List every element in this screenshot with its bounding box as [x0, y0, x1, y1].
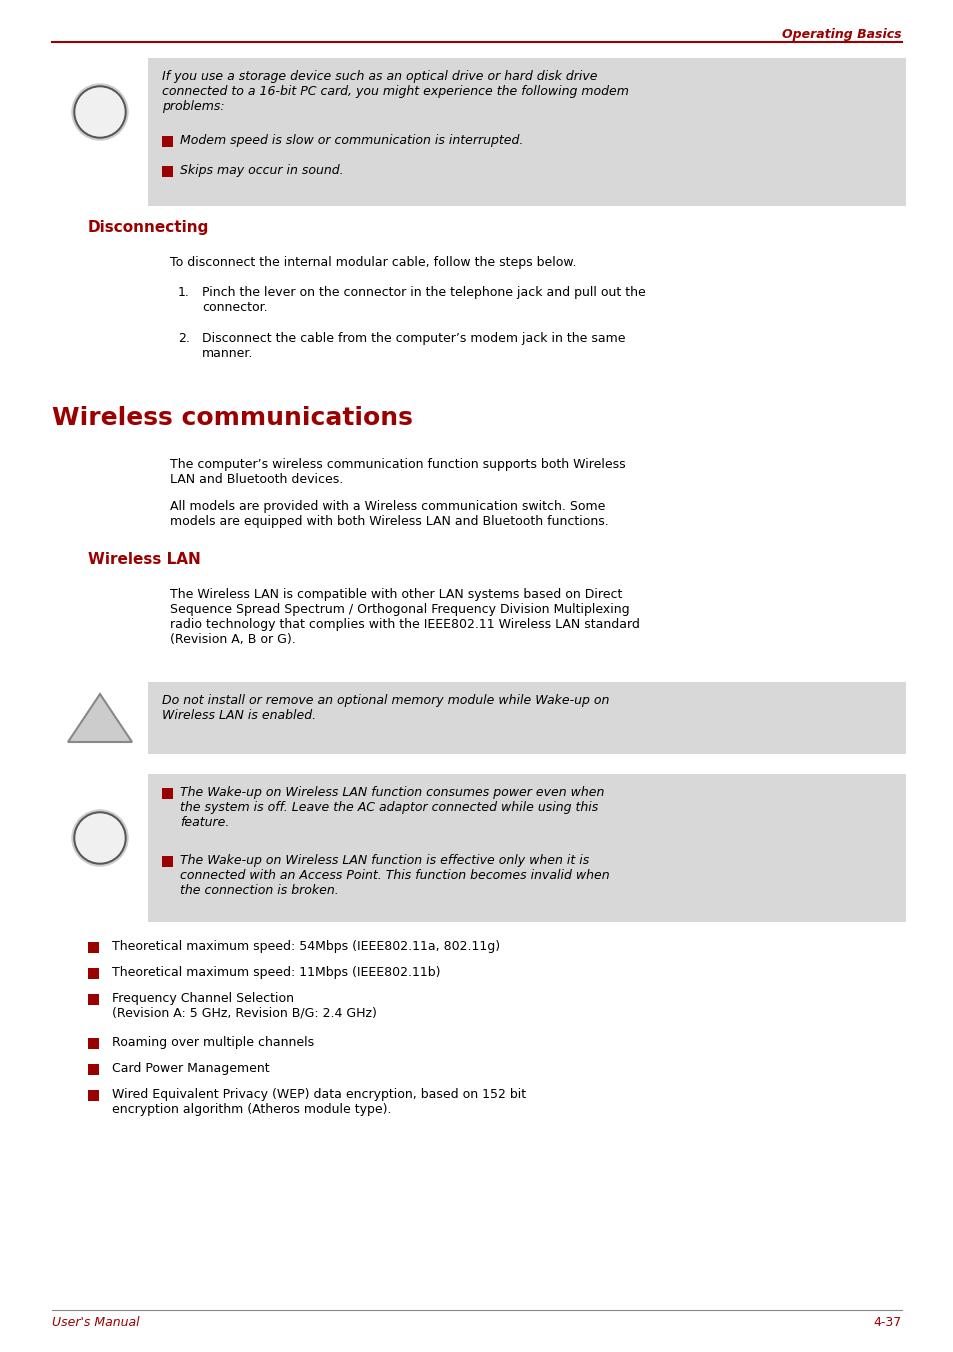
Text: Wired Equivalent Privacy (WEP) data encryption, based on 152 bit
encryption algo: Wired Equivalent Privacy (WEP) data encr… — [112, 1088, 525, 1115]
Text: The Wireless LAN is compatible with other LAN systems based on Direct
Sequence S: The Wireless LAN is compatible with othe… — [170, 588, 639, 646]
Text: Modem speed is slow or communication is interrupted.: Modem speed is slow or communication is … — [180, 134, 523, 147]
Text: Disconnecting: Disconnecting — [88, 220, 209, 235]
Text: All models are provided with a Wireless communication switch. Some
models are eq: All models are provided with a Wireless … — [170, 500, 608, 529]
Circle shape — [71, 810, 128, 867]
Text: !: ! — [95, 717, 105, 735]
Polygon shape — [68, 694, 132, 742]
Text: 2.: 2. — [178, 333, 190, 345]
Text: Wireless communications: Wireless communications — [52, 406, 413, 430]
Text: The Wake-up on Wireless LAN function consumes power even when
the system is off.: The Wake-up on Wireless LAN function con… — [180, 786, 604, 829]
Bar — [148, 773, 905, 922]
Bar — [88, 968, 99, 979]
Bar — [148, 681, 905, 754]
Bar — [162, 856, 172, 867]
Bar — [162, 788, 172, 799]
Bar — [88, 1064, 99, 1075]
Bar — [88, 1090, 99, 1101]
Text: If you use a storage device such as an optical drive or hard disk drive
connecte: If you use a storage device such as an o… — [162, 70, 628, 114]
Text: Disconnect the cable from the computer’s modem jack in the same
manner.: Disconnect the cable from the computer’s… — [202, 333, 625, 360]
Bar — [162, 137, 172, 147]
Text: Theoretical maximum speed: 11Mbps (IEEE802.11b): Theoretical maximum speed: 11Mbps (IEEE8… — [112, 965, 440, 979]
Text: User's Manual: User's Manual — [52, 1315, 139, 1329]
Bar — [88, 994, 99, 1005]
Text: 1.: 1. — [178, 287, 190, 299]
Circle shape — [74, 87, 126, 138]
Bar — [162, 166, 172, 177]
Bar — [148, 58, 905, 206]
Circle shape — [71, 84, 128, 141]
Text: i: i — [93, 95, 106, 128]
Text: To disconnect the internal modular cable, follow the steps below.: To disconnect the internal modular cable… — [170, 256, 576, 269]
Circle shape — [74, 813, 126, 864]
Bar — [88, 1038, 99, 1049]
Text: Pinch the lever on the connector in the telephone jack and pull out the
connecto: Pinch the lever on the connector in the … — [202, 287, 645, 314]
Text: Skips may occur in sound.: Skips may occur in sound. — [180, 164, 343, 177]
Text: Theoretical maximum speed: 54Mbps (IEEE802.11a, 802.11g): Theoretical maximum speed: 54Mbps (IEEE8… — [112, 940, 499, 953]
Text: The Wake-up on Wireless LAN function is effective only when it is
connected with: The Wake-up on Wireless LAN function is … — [180, 854, 609, 896]
Bar — [88, 942, 99, 953]
Circle shape — [76, 814, 124, 863]
Text: 4-37: 4-37 — [873, 1315, 901, 1329]
Text: Roaming over multiple channels: Roaming over multiple channels — [112, 1036, 314, 1049]
Text: The computer’s wireless communication function supports both Wireless
LAN and Bl: The computer’s wireless communication fu… — [170, 458, 625, 485]
Text: Frequency Channel Selection
(Revision A: 5 GHz, Revision B/G: 2.4 GHz): Frequency Channel Selection (Revision A:… — [112, 992, 376, 1019]
Text: Wireless LAN: Wireless LAN — [88, 552, 200, 566]
Text: Card Power Management: Card Power Management — [112, 1063, 270, 1075]
Text: i: i — [93, 821, 106, 854]
Circle shape — [76, 88, 124, 137]
Text: Operating Basics: Operating Basics — [781, 28, 901, 41]
Text: Do not install or remove an optional memory module while Wake-up on
Wireless LAN: Do not install or remove an optional mem… — [162, 694, 609, 722]
